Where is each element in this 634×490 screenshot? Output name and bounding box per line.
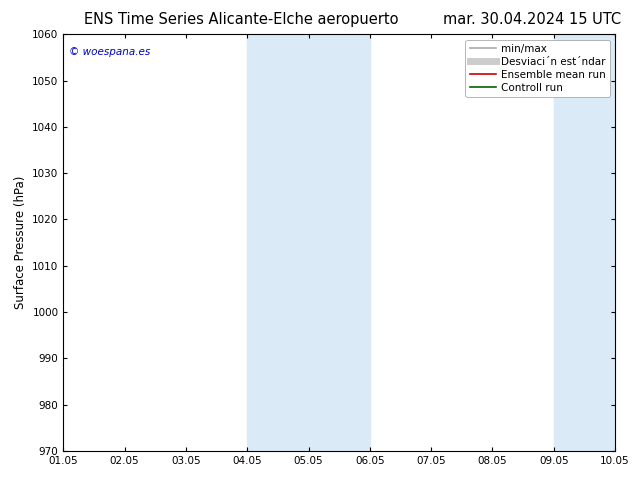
Bar [585, 34, 615, 451]
Bar [247, 34, 309, 451]
Bar [553, 34, 585, 451]
Text: © woespana.es: © woespana.es [69, 47, 150, 57]
Text: ENS Time Series Alicante-Elche aeropuerto: ENS Time Series Alicante-Elche aeropuert… [84, 12, 398, 27]
Y-axis label: Surface Pressure (hPa): Surface Pressure (hPa) [14, 176, 27, 309]
Text: mar. 30.04.2024 15 UTC: mar. 30.04.2024 15 UTC [443, 12, 621, 27]
Bar [309, 34, 370, 451]
Legend: min/max, Desviaci´n est´ndar, Ensemble mean run, Controll run: min/max, Desviaci´n est´ndar, Ensemble m… [465, 40, 610, 97]
